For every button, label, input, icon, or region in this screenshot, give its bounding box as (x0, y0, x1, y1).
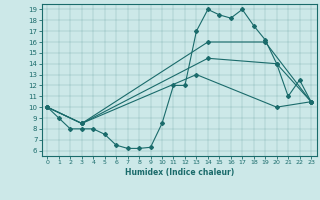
X-axis label: Humidex (Indice chaleur): Humidex (Indice chaleur) (124, 168, 234, 177)
